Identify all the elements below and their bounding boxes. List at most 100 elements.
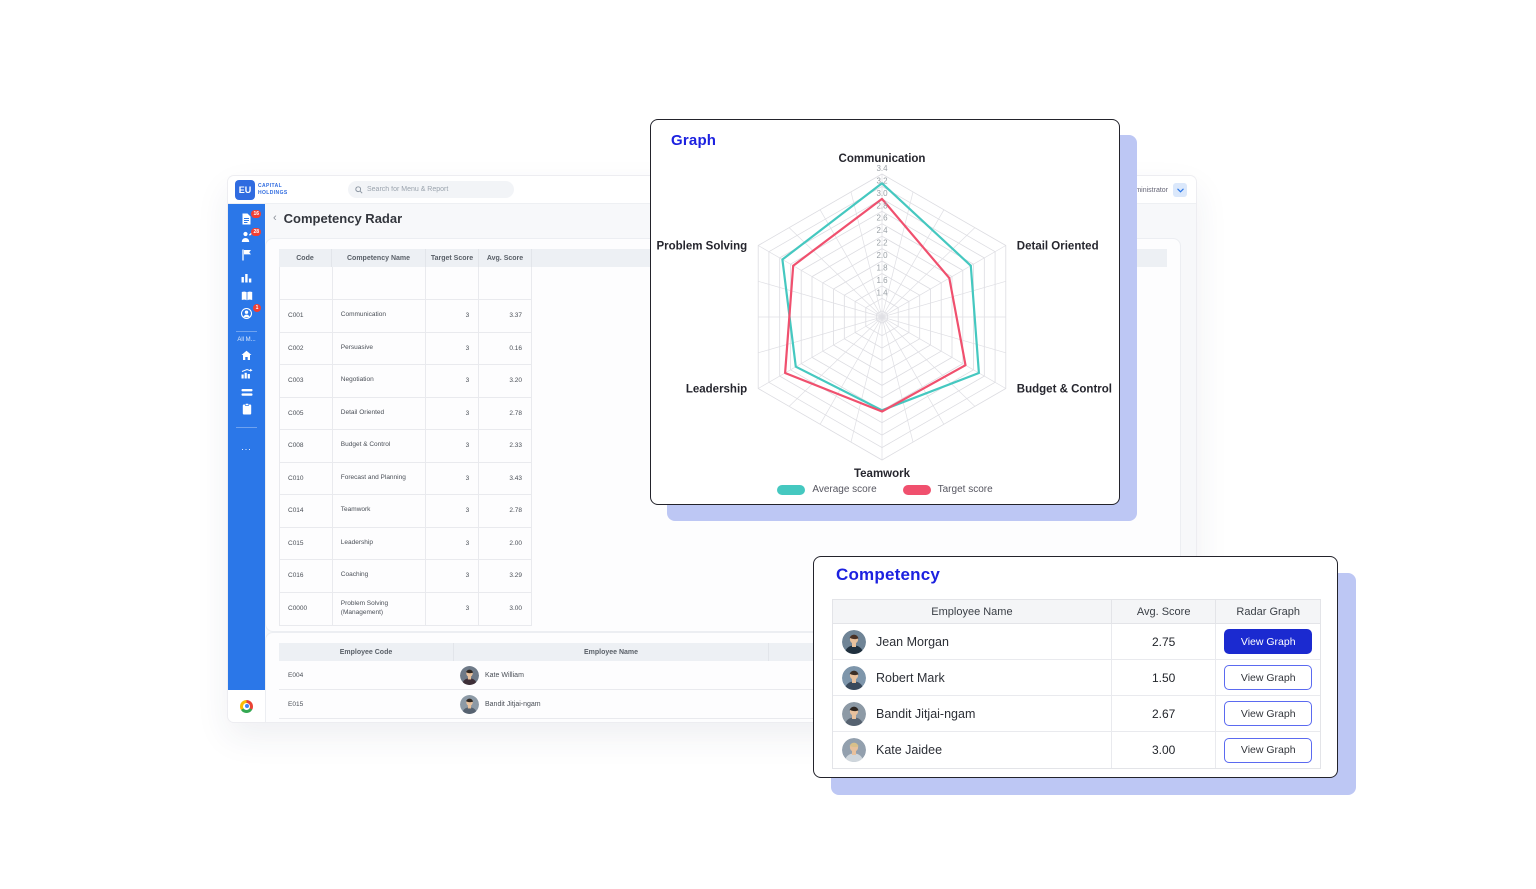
cell-radar-graph: View Graph (1215, 624, 1320, 659)
column-header-name: Competency Name (332, 249, 426, 267)
table-row: Bandit Jitjai-ngam 2.67 View Graph (833, 696, 1320, 732)
cell-avg-score: 2.78 (509, 507, 523, 515)
notification-badge: 16 (251, 210, 261, 218)
graph-card: Graph 1.4 1.6 1.8 2.0 2.2 2.4 2.6 2.8 3.0 3.2 3.4 C… (650, 119, 1120, 505)
page-title: Competency Radar (283, 211, 403, 226)
employee-name-label: Bandit Jitjai-ngam (876, 706, 976, 721)
sidebar-item-people[interactable]: 28 (239, 228, 261, 248)
radar-tick-label: 3.0 (876, 189, 888, 198)
table-row[interactable]: C016 Coaching 3 3.29 (280, 560, 531, 593)
user-role-label: Administrator (1126, 186, 1168, 194)
radar-tick-label: 3.4 (876, 164, 888, 173)
cell-avg-score: 3.29 (509, 572, 523, 580)
column-header-avg-score: Avg. Score (1110, 600, 1216, 623)
table-filter-row[interactable] (280, 267, 531, 300)
sidebar-section-label: All M... (237, 337, 256, 343)
radar-grid-spoke (881, 227, 976, 318)
table-row[interactable]: C001 Communication 3 3.37 (280, 300, 531, 333)
menu-lines-icon (241, 384, 253, 402)
sidebar-item-documents[interactable]: 16 (239, 210, 261, 227)
cell-employee-code: E015 (288, 700, 304, 708)
search-icon (355, 185, 363, 194)
radar-axis-label: Communication (839, 153, 926, 165)
avatar (842, 738, 866, 762)
avatar (842, 665, 866, 690)
radar-grid-spoke (881, 316, 976, 407)
radar-grid-spoke (758, 245, 883, 318)
radar-tick-label: 2.0 (876, 251, 888, 260)
filter-cell (479, 267, 531, 299)
table-row[interactable]: C010 Forecast and Planning 3 3.43 (280, 462, 531, 495)
cell-employee-name: Bandit Jitjai-ngam (833, 696, 1111, 731)
radar-axis-label: Problem Solving (656, 241, 747, 253)
view-graph-button[interactable]: View Graph (1224, 665, 1313, 690)
sidebar-item-flag[interactable] (239, 249, 254, 263)
table-row[interactable]: C014 Teamwork 3 2.78 (280, 495, 531, 528)
table-row[interactable]: C005 Detail Oriented 3 2.78 (280, 397, 531, 430)
logo-mark: EU (235, 180, 255, 200)
cell-code: C016 (280, 560, 333, 592)
radar-axis-label: Teamwork (854, 468, 911, 480)
table-row[interactable]: C002 Persuasive 3 0.16 (280, 332, 531, 365)
sidebar-item-library[interactable] (239, 290, 254, 303)
cell-avg-score: 3.20 (509, 377, 523, 385)
column-header-target: Target Score (426, 249, 479, 267)
global-search[interactable] (348, 181, 514, 198)
cell-name: Budget & Control (333, 430, 427, 462)
sidebar-more-button[interactable]: ... (241, 442, 252, 452)
employee-name-label: Kate William (485, 671, 524, 679)
search-input[interactable] (367, 186, 507, 193)
user-menu-dropdown[interactable] (1173, 183, 1187, 197)
table-row[interactable]: C015 Leadership 3 2.00 (280, 527, 531, 560)
sidebar-item-profile[interactable]: 1 (239, 304, 261, 321)
cell-name: Detail Oriented (333, 397, 427, 429)
cell-code: C003 (280, 365, 333, 397)
cell-code: C010 (280, 462, 333, 494)
sidebar-item-home[interactable] (239, 350, 254, 363)
table-row[interactable]: E004 Kate William (279, 661, 1167, 690)
legend-label-target: Target score (937, 484, 993, 495)
cell-target-score: 3 (426, 592, 480, 625)
radar-grid-spoke (850, 316, 883, 443)
employee-name-label: Bandit Jitjai-ngam (485, 700, 541, 708)
table-row[interactable]: C003 Negotiation 3 3.20 (280, 365, 531, 398)
table-row[interactable]: C008 Budget & Control 3 2.33 (280, 430, 531, 463)
view-graph-button[interactable]: View Graph (1224, 629, 1313, 654)
table-row[interactable]: E015 Bandit Jitjai-ngam (279, 690, 1167, 719)
sidebar-item-menu[interactable] (239, 386, 254, 399)
cell-avg-score: 3.00 (509, 605, 523, 613)
competency-card-table: Employee Name Avg. Score Radar Graph Jea… (832, 599, 1321, 769)
radar-tick-label: 2.8 (876, 201, 888, 210)
table-row[interactable]: C0000 Problem Solving (Management) 3 3.00 (280, 592, 531, 625)
sidebar-item-analytics[interactable] (239, 272, 254, 285)
bar-chart-icon (241, 270, 252, 288)
company-logo[interactable]: EU Capital Holdings (235, 180, 288, 200)
back-button[interactable]: ‹ (273, 212, 277, 224)
view-graph-button[interactable]: View Graph (1224, 737, 1313, 763)
cell-code: C015 (280, 527, 333, 559)
radar-tick-label: 1.8 (876, 264, 888, 273)
cell-name: Persuasive (333, 332, 427, 364)
cell-target-score: 3 (426, 430, 480, 462)
cell-name: Communication (333, 300, 427, 332)
filter-cell (280, 267, 333, 299)
sidebar-divider (236, 331, 257, 332)
person-edit-icon (241, 230, 253, 248)
radar-tick-label: 2.6 (876, 214, 888, 223)
radar-tick-label: 1.6 (876, 276, 888, 285)
view-graph-button[interactable]: View Graph (1224, 701, 1313, 726)
radar-grid-spoke (850, 191, 883, 318)
employee-name-label: Kate Jaidee (876, 743, 943, 757)
logo-text: Capital Holdings (258, 183, 288, 198)
chrome-icon[interactable] (240, 699, 253, 713)
sidebar-item-reports[interactable] (239, 368, 254, 381)
radar-grid-spoke (758, 280, 883, 318)
column-header-employee-code: Employee Code (279, 643, 454, 661)
cell-target-score: 3 (426, 397, 480, 429)
avatar (842, 701, 866, 726)
cell-employee-name: Kate Jaidee (833, 732, 1111, 768)
legend-swatch-average (777, 484, 806, 495)
radar-tick-label: 1.4 (876, 288, 888, 297)
sidebar-item-tasks[interactable] (239, 402, 254, 417)
radar-grid-spoke (758, 316, 883, 354)
